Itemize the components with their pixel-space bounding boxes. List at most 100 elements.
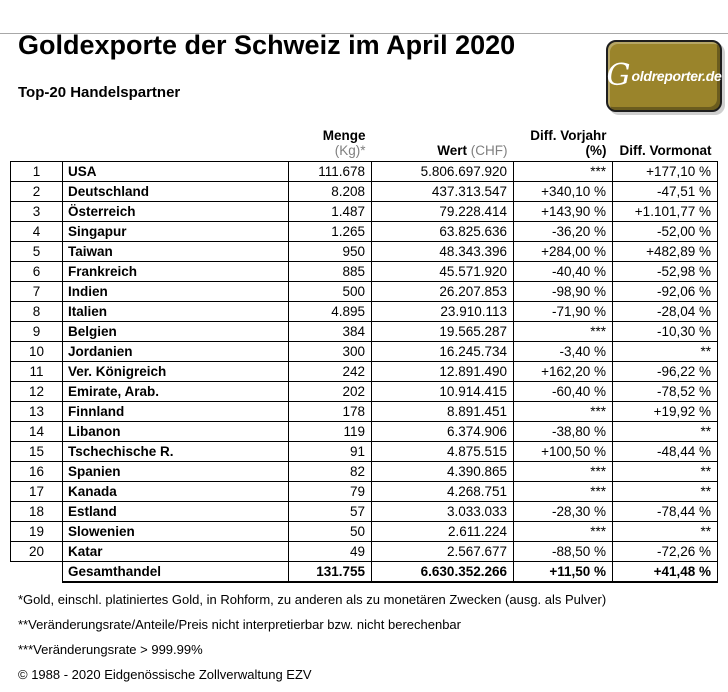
wert-header: Wert (CHF) (437, 143, 508, 158)
diff-vorjahr-cell: -38,80 % (513, 421, 613, 442)
diff-vorjahr-cell: -88,50 % (513, 541, 613, 562)
diff-vorjahr-cell: -98,90 % (513, 281, 613, 302)
rank-cell: 20 (10, 541, 63, 562)
rank-cell: 15 (10, 441, 63, 462)
menge-cell: 8.208 (288, 181, 372, 202)
wert-cell: 5.806.697.920 (371, 161, 514, 182)
country-cell: Österreich (62, 201, 289, 222)
diff-vorjahr-cell: *** (513, 481, 613, 502)
rank-cell: 19 (10, 521, 63, 542)
gold-exports-table: Menge (Kg)* Wert (CHF) Diff. Vorjahr (%)… (10, 128, 718, 583)
total-wert-cell: 6.630.352.266 (371, 561, 514, 583)
table-body: 1 USA 111.678 5.806.697.920 *** +177,10 … (10, 161, 718, 562)
diff-vormonat-cell: -52,00 % (612, 221, 718, 242)
wert-cell: 4.268.751 (371, 481, 514, 502)
country-cell: Emirate, Arab. (62, 381, 289, 402)
table-row: 9 Belgien 384 19.565.287 *** -10,30 % (10, 321, 718, 342)
diff-vormonat-cell: -28,04 % (612, 301, 718, 322)
diff-vormonat-cell: ** (612, 341, 718, 362)
table-row: 5 Taiwan 950 48.343.396 +284,00 % +482,8… (10, 241, 718, 262)
total-row: Gesamthandel 131.755 6.630.352.266 +11,5… (11, 561, 718, 583)
menge-cell: 119 (288, 421, 372, 442)
diff-vorjahr-cell: -3,40 % (513, 341, 613, 362)
wert-cell: 2.567.677 (371, 541, 514, 562)
menge-cell: 384 (288, 321, 372, 342)
wert-cell: 26.207.853 (371, 281, 514, 302)
table-row: 3 Österreich 1.487 79.228.414 +143,90 % … (10, 201, 718, 222)
total-menge-cell: 131.755 (288, 561, 372, 583)
wert-cell: 12.891.490 (371, 361, 514, 382)
diff-vorjahr-cell: -60,40 % (513, 381, 613, 402)
diff-vorjahr-cell: *** (513, 321, 613, 342)
wert-cell: 10.914.415 (371, 381, 514, 402)
diff-vormonat-cell: ** (612, 461, 718, 482)
diff-vorjahr-cell: +100,50 % (513, 441, 613, 462)
diff-vorjahr-cell: +340,10 % (513, 181, 613, 202)
country-cell: Jordanien (62, 341, 289, 362)
menge-cell: 50 (288, 521, 372, 542)
diff-vormonat-cell: -72,26 % (612, 541, 718, 562)
diff-vorjahr-cell: -71,90 % (513, 301, 613, 322)
country-cell: Taiwan (62, 241, 289, 262)
diff-vormonat-cell: -52,98 % (612, 261, 718, 282)
page-title: Goldexporte der Schweiz im April 2020 (18, 30, 516, 60)
diff-vormonat-cell: -78,52 % (612, 381, 718, 402)
rank-cell: 18 (10, 501, 63, 522)
wert-cell: 19.565.287 (371, 321, 514, 342)
menge-cell: 82 (288, 461, 372, 482)
diff-vorjahr-cell: +143,90 % (513, 201, 613, 222)
diff-vorjahr-cell: *** (513, 461, 613, 482)
table-row: 20 Katar 49 2.567.677 -88,50 % -72,26 % (10, 541, 718, 562)
diff-vorjahr-cell: +284,00 % (513, 241, 613, 262)
table-row: 1 USA 111.678 5.806.697.920 *** +177,10 … (10, 161, 718, 182)
menge-cell: 500 (288, 281, 372, 302)
table-row: 11 Ver. Königreich 242 12.891.490 +162,2… (10, 361, 718, 382)
diff-vormonat-cell: ** (612, 421, 718, 442)
table-row: 17 Kanada 79 4.268.751 *** ** (10, 481, 718, 502)
menge-cell: 91 (288, 441, 372, 462)
diff-vorjahr-cell: +162,20 % (513, 361, 613, 382)
wert-cell: 2.611.224 (371, 521, 514, 542)
table-row: 12 Emirate, Arab. 202 10.914.415 -60,40 … (10, 381, 718, 402)
wert-cell: 23.910.113 (371, 301, 514, 322)
menge-cell: 111.678 (288, 161, 372, 182)
total-label-cell: Gesamthandel (62, 561, 289, 583)
footnotes: *Gold, einschl. platiniertes Gold, in Ro… (18, 592, 606, 692)
rank-cell: 9 (10, 321, 63, 342)
country-cell: Tschechische R. (62, 441, 289, 462)
menge-cell: 49 (288, 541, 372, 562)
logo-initial: G (606, 58, 631, 93)
menge-cell: 242 (288, 361, 372, 382)
country-cell: Libanon (62, 421, 289, 442)
rank-cell: 16 (10, 461, 63, 482)
country-cell: Finnland (62, 401, 289, 422)
country-header (63, 128, 289, 162)
rank-cell: 12 (10, 381, 63, 402)
wert-cell: 45.571.920 (371, 261, 514, 282)
diff-vorjahr-header: Diff. Vorjahr (%) (530, 128, 607, 158)
diff-vormonat-cell: +482,89 % (612, 241, 718, 262)
wert-cell: 437.313.547 (371, 181, 514, 202)
footnote-gold-definition: *Gold, einschl. platiniertes Gold, in Ro… (18, 592, 607, 607)
diff-vormonat-cell: +177,10 % (612, 161, 718, 182)
country-cell: Spanien (62, 461, 289, 482)
rank-cell: 4 (10, 221, 63, 242)
menge-cell: 178 (288, 401, 372, 422)
diff-vorjahr-cell: *** (513, 161, 613, 182)
logo-text: oldreporter.de (631, 68, 722, 84)
menge-cell: 1.265 (288, 221, 372, 242)
footnote-rate-not-interpretable: **Veränderungsrate/Anteile/Preis nicht i… (18, 617, 461, 632)
menge-cell: 1.487 (288, 201, 372, 222)
menge-header: Menge (Kg)* (322, 128, 366, 158)
table-row: 14 Libanon 119 6.374.906 -38,80 % ** (10, 421, 718, 442)
total-rank-cell (11, 562, 63, 583)
table-header: Menge (Kg)* Wert (CHF) Diff. Vorjahr (%)… (11, 128, 718, 162)
table-total: Gesamthandel 131.755 6.630.352.266 +11,5… (11, 561, 718, 583)
rank-cell: 11 (10, 361, 63, 382)
copyright-line: © 1988 - 2020 Eidgenössische Zollverwalt… (18, 667, 312, 682)
diff-vormonat-cell: -48,44 % (612, 441, 718, 462)
table-row: 2 Deutschland 8.208 437.313.547 +340,10 … (10, 181, 718, 202)
table-row: 18 Estland 57 3.033.033 -28,30 % -78,44 … (10, 501, 718, 522)
diff-vormonat-cell: +1.101,77 % (612, 201, 718, 222)
